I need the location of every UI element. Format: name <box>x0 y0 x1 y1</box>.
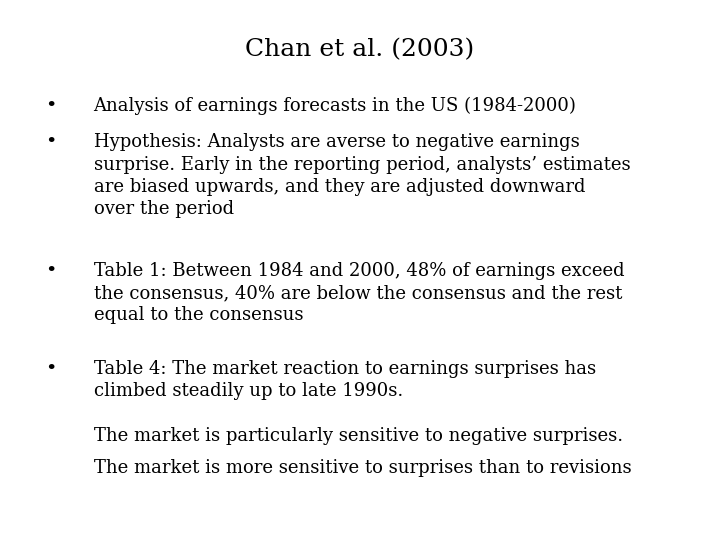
Text: •: • <box>45 133 56 151</box>
Text: Hypothesis: Analysts are averse to negative earnings
surprise. Early in the repo: Hypothesis: Analysts are averse to negat… <box>94 133 630 218</box>
Text: Table 1: Between 1984 and 2000, 48% of earnings exceed
the consensus, 40% are be: Table 1: Between 1984 and 2000, 48% of e… <box>94 262 624 325</box>
Text: •: • <box>45 360 56 377</box>
Text: Analysis of earnings forecasts in the US (1984-2000): Analysis of earnings forecasts in the US… <box>94 97 577 116</box>
Text: The market is more sensitive to surprises than to revisions: The market is more sensitive to surprise… <box>94 459 631 477</box>
Text: •: • <box>45 97 56 115</box>
Text: Chan et al. (2003): Chan et al. (2003) <box>246 38 474 61</box>
Text: The market is particularly sensitive to negative surprises.: The market is particularly sensitive to … <box>94 427 623 444</box>
Text: Table 4: The market reaction to earnings surprises has
climbed steadily up to la: Table 4: The market reaction to earnings… <box>94 360 595 400</box>
Text: •: • <box>45 262 56 280</box>
